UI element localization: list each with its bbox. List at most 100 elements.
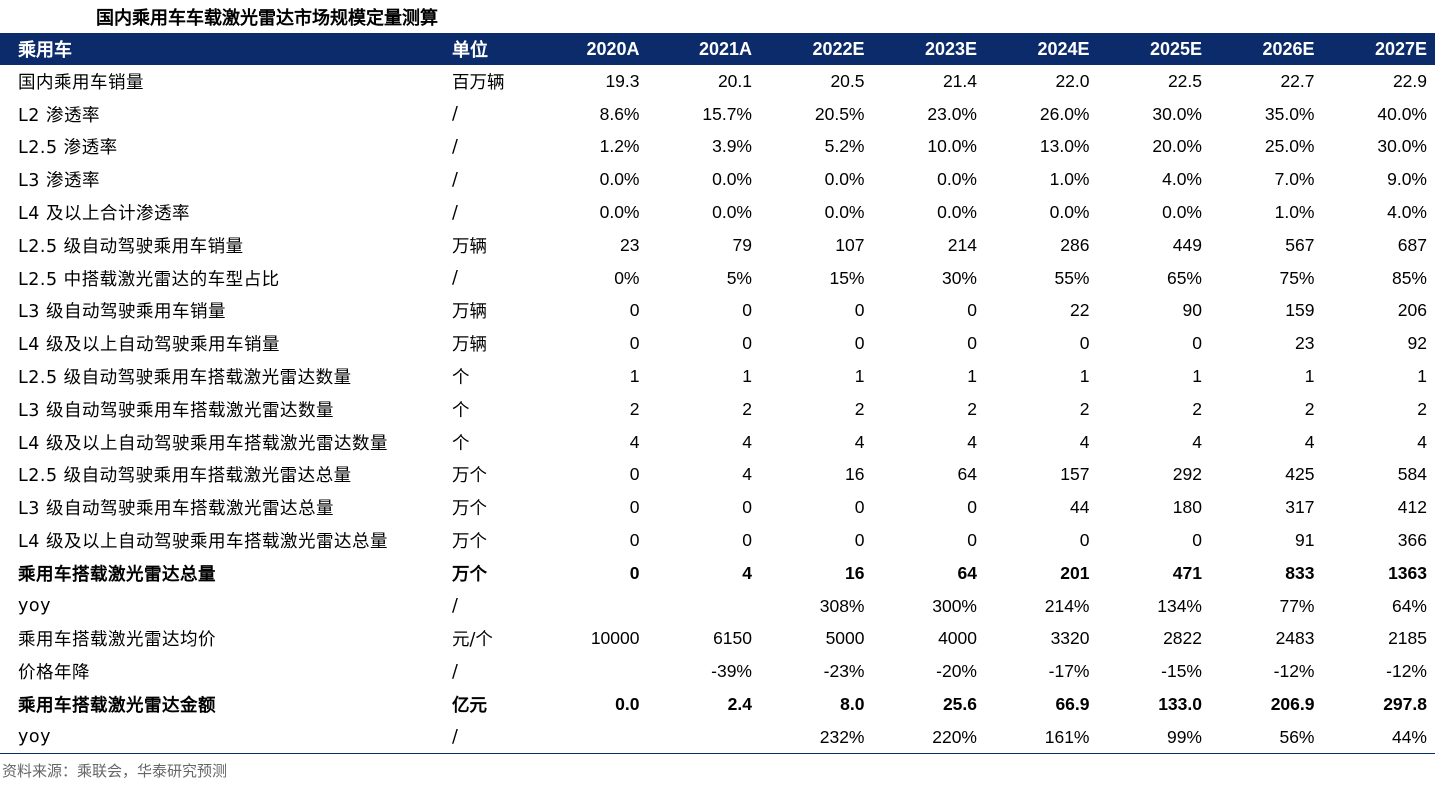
row-label: L3 级自动驾驶乘用车销量 (18, 302, 226, 323)
row-value: 0 (742, 300, 752, 321)
header-year: 2020A (586, 38, 640, 59)
row-label: L2.5 级自动驾驶乘用车搭载激光雷达总量 (18, 466, 352, 487)
row-value: 0 (629, 300, 640, 321)
row-value: 66.9 (1055, 694, 1090, 715)
table-row: L2.5 级自动驾驶乘用车销量 万辆 23 79 107 214 286 449 567 687 (0, 229, 1435, 262)
row-value: 64 (957, 562, 977, 583)
table-row: L3 级自动驾驶乘用车搭载激光雷达总量 万个 0 0 0 0 44 180 317 412 (0, 491, 1435, 524)
row-value: 2185 (1388, 628, 1427, 649)
row-value: 1 (1304, 366, 1315, 387)
row-value: -12% (1386, 661, 1427, 682)
row-value: 0 (967, 530, 977, 551)
row-label: 乘用车搭载激光雷达总量 (18, 564, 216, 585)
row-value: 0 (629, 562, 640, 583)
row-value: 833 (1285, 562, 1315, 583)
row-value: 75% (1279, 267, 1315, 288)
row-value: 133.0 (1158, 694, 1202, 715)
header-year: 2027E (1374, 38, 1427, 59)
row-unit: / (452, 268, 458, 289)
row-value: 13.0% (1039, 136, 1090, 157)
row-label: 国内乘用车销量 (18, 72, 144, 93)
row-value: 1 (629, 366, 640, 387)
row-unit: 亿元 (452, 696, 487, 717)
row-label: L3 级自动驾驶乘用车搭载激光雷达总量 (18, 499, 334, 520)
row-value: 317 (1285, 497, 1315, 518)
row-value: 0 (967, 497, 977, 518)
row-value (648, 590, 761, 623)
row-value: 2 (1079, 398, 1090, 419)
row-unit: 百万辆 (452, 72, 505, 93)
row-value: 2822 (1163, 628, 1202, 649)
row-value: 161% (985, 720, 1098, 755)
table-row: L3 级自动驾驶乘用车搭载激光雷达数量 个 2 2 2 2 2 2 2 2 (0, 393, 1435, 426)
row-unit: 万辆 (452, 302, 487, 323)
row-value: 15.7% (702, 103, 752, 124)
row-value: 40.0% (1377, 103, 1427, 124)
row-value: 77% (1279, 595, 1315, 616)
row-label: L2.5 渗透率 (18, 138, 118, 159)
row-value: 92 (1407, 333, 1427, 354)
row-label: L3 渗透率 (18, 171, 100, 192)
row-value: 0.0% (599, 169, 640, 190)
table-row: L3 级自动驾驶乘用车销量 万辆 0 0 0 0 22 90 159 206 (0, 295, 1435, 328)
row-unit: 万个 (452, 466, 487, 487)
row-value: 0.0% (599, 202, 640, 223)
row-value: 4.0% (1387, 202, 1427, 223)
row-label: L2 渗透率 (18, 105, 100, 126)
row-label: L2.5 级自动驾驶乘用车搭载激光雷达数量 (18, 368, 352, 389)
row-value: 0.0% (712, 202, 752, 223)
table-row: L4 级及以上自动驾驶乘用车搭载激光雷达总量 万个 0 0 0 0 0 0 91 366 (0, 524, 1435, 557)
row-value: 0 (742, 530, 752, 551)
source-note: 资料来源：乘联会，华泰研究预测 (2, 762, 228, 780)
row-value: 201 (1060, 562, 1090, 583)
row-value: -12% (1273, 661, 1315, 682)
row-value: 0 (742, 333, 752, 354)
row-value: 0.0% (824, 169, 865, 190)
row-value: 22.7 (1280, 70, 1315, 91)
table-row: L4 及以上合计渗透率 / 0.0% 0.0% 0.0% 0.0% 0.0% 0.0% 1.0%… (0, 196, 1435, 229)
row-value: 16 (845, 464, 865, 485)
row-value: 159 (1285, 300, 1315, 321)
row-value: 292 (1172, 464, 1202, 485)
row-value (535, 655, 648, 688)
row-value: 1 (1417, 366, 1427, 387)
row-value: 0.0% (712, 169, 752, 190)
row-value: 9.0% (1387, 169, 1427, 190)
row-label: L3 级自动驾驶乘用车搭载激光雷达数量 (18, 400, 334, 421)
table-row: 乘用车搭载激光雷达总量 万个 0 4 16 64 201 471 833 1363 (0, 557, 1435, 590)
table-row: 国内乘用车销量 百万辆 19.3 20.1 20.5 21.4 22.0 22.5 22.7 22… (0, 65, 1435, 98)
row-value: 35.0% (1264, 103, 1315, 124)
table-row: 乘用车搭载激光雷达均价 元/个 10000 6150 5000 4000 3320 2822 2… (0, 623, 1435, 656)
row-value: 30.0% (1152, 103, 1202, 124)
row-value: 0 (854, 300, 865, 321)
row-value: 23 (1295, 333, 1315, 354)
row-value: -15% (1161, 661, 1202, 682)
row-value: 4 (742, 431, 752, 452)
row-value: 2 (1192, 398, 1202, 419)
row-value: 23 (620, 234, 640, 255)
row-label: L2.5 级自动驾驶乘用车销量 (18, 236, 244, 257)
header-year: 2026E (1262, 38, 1315, 59)
table-row: L2 渗透率 / 8.6% 15.7% 20.5% 23.0% 26.0% 30.0% 35.0… (0, 98, 1435, 131)
row-value: 1 (1192, 366, 1202, 387)
table-row: L2.5 级自动驾驶乘用车搭载激光雷达总量 万个 0 4 16 64 157 292 425 58… (0, 459, 1435, 492)
row-value: 2 (629, 398, 640, 419)
header-year: 2025E (1149, 38, 1202, 59)
row-label: yoy (18, 596, 51, 617)
row-unit: / (452, 661, 458, 682)
row-value: 19.3 (605, 70, 640, 91)
row-value: 4 (1079, 431, 1090, 452)
row-value: 30.0% (1377, 136, 1427, 157)
row-value: 4 (967, 431, 977, 452)
table-row: 乘用车搭载激光雷达金额 亿元 0.0 2.4 8.0 25.6 66.9 133.0 206.9… (0, 688, 1435, 721)
row-label: 乘用车搭载激光雷达金额 (18, 696, 216, 717)
row-label: L4 及以上合计渗透率 (18, 204, 190, 225)
row-label: 价格年降 (18, 663, 90, 684)
row-value: 1 (967, 366, 977, 387)
row-value (535, 720, 648, 755)
row-value: 286 (1060, 234, 1090, 255)
row-value: 22 (1070, 300, 1090, 321)
row-value: -20% (936, 661, 977, 682)
table-row: L2.5 渗透率 / 1.2% 3.9% 5.2% 10.0% 13.0% 20.0% 25.0… (0, 131, 1435, 164)
row-value: 449 (1172, 234, 1202, 255)
